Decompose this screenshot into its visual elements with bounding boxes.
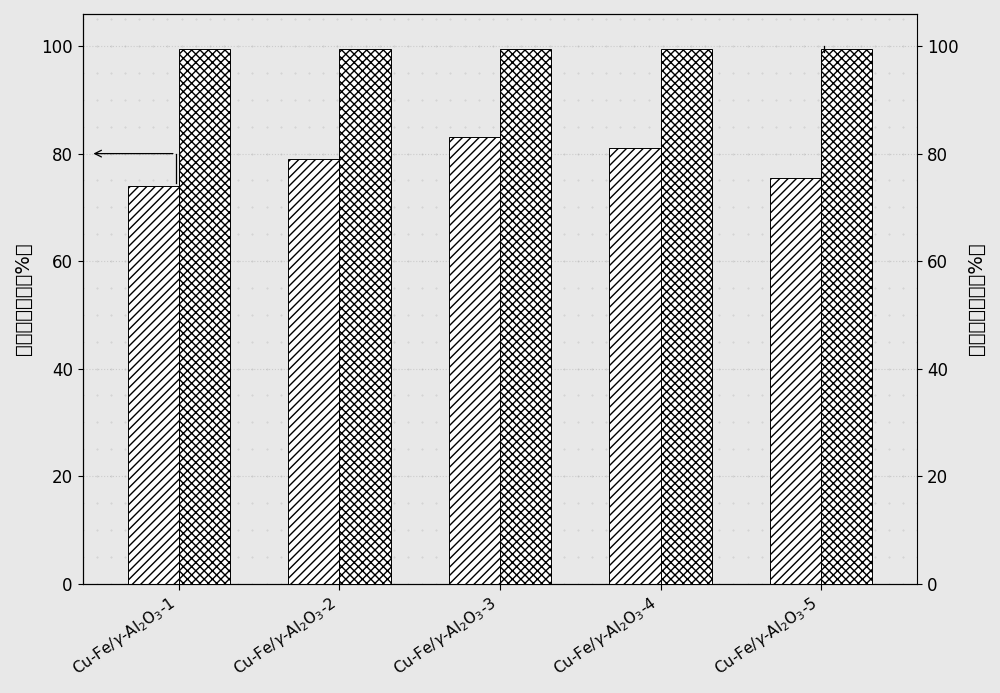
Bar <box>128 186 179 584</box>
Bar <box>449 137 500 584</box>
Bar <box>288 159 339 584</box>
Y-axis label: 正辛醒转化率（%）: 正辛醒转化率（%） <box>14 243 33 355</box>
Bar <box>339 49 391 584</box>
Bar <box>821 49 872 584</box>
Bar <box>770 178 821 584</box>
Bar <box>661 49 712 584</box>
Bar <box>500 49 551 584</box>
Y-axis label: 正辛醇选择性（%）: 正辛醇选择性（%） <box>967 243 986 355</box>
Bar <box>609 148 661 584</box>
Bar <box>179 49 230 584</box>
